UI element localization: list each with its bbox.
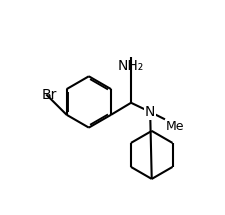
Text: Me: Me xyxy=(166,120,184,133)
Text: NH₂: NH₂ xyxy=(118,59,144,73)
Text: Br: Br xyxy=(42,88,57,101)
Text: N: N xyxy=(145,105,155,119)
